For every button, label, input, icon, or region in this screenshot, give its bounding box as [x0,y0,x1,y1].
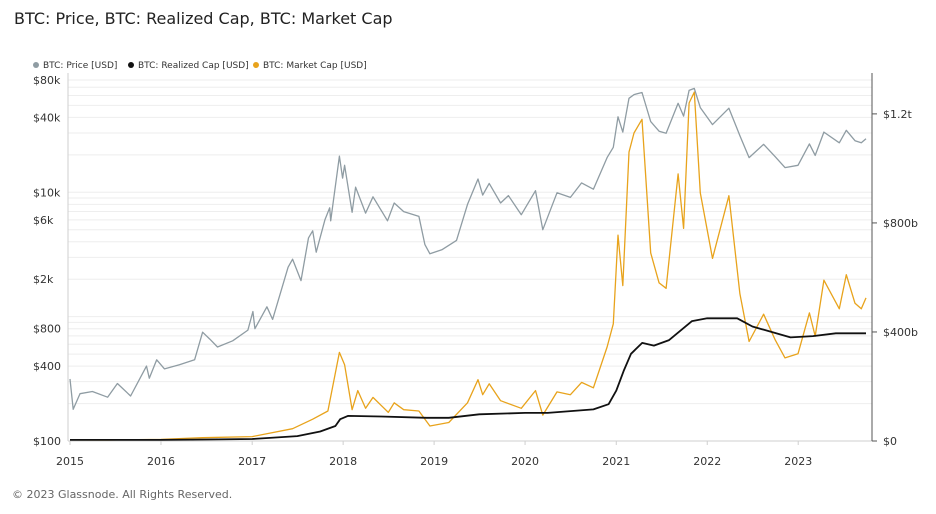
right-axis-tick-label: $400b [883,326,918,339]
left-axis-tick-label: $80k [33,74,61,87]
x-axis-tick-label: 2021 [602,455,630,468]
left-axis-tick-label: $10k [33,186,61,199]
right-axis-tick-label: $800b [883,217,918,230]
series-line-market-cap [69,91,867,441]
legend-label: BTC: Market Cap [USD] [263,61,367,71]
legend-marker [253,62,259,68]
chart-title: BTC: Price, BTC: Realized Cap, BTC: Mark… [14,9,393,28]
chart: $100 $400 $800 $2k $6k $10k $40k $80k $0 $400b $80… [33,61,918,468]
right-axis-tick-label: $1.2t [883,108,912,121]
left-axis-tick-label: $400 [33,360,61,373]
series-line-realized-cap [70,317,866,441]
grid-lines [68,79,872,442]
x-axis-tick-label: 2018 [329,455,357,468]
left-axis-tick-label: $100 [33,435,61,448]
legend-label: BTC: Realized Cap [USD] [138,61,249,71]
legend-marker [128,62,134,68]
left-axis-tick-label: $2k [33,273,54,286]
left-axis-tick-label: $800 [33,323,61,336]
x-axis-tick-label: 2020 [511,455,539,468]
x-axis-tick-label: 2019 [420,455,448,468]
legend-marker [33,62,39,68]
x-axis-tick-label: 2022 [693,455,721,468]
series-lines [69,87,867,441]
copyright-footer: © 2023 Glassnode. All Rights Reserved. [12,488,233,501]
series-line-price [69,87,867,410]
x-axis-tick-label: 2016 [147,455,175,468]
right-axis-tick-label: $0 [883,435,897,448]
x-axis-tick-label: 2017 [238,455,266,468]
x-axis-tick-label: 2015 [56,455,84,468]
legend: BTC: Price [USD] BTC: Realized Cap [USD] B… [33,61,367,71]
x-axis-tick-label: 2023 [784,455,812,468]
left-axis-tick-label: $6k [33,214,54,227]
legend-label: BTC: Price [USD] [43,61,117,71]
axes: $100 $400 $800 $2k $6k $10k $40k $80k $0 $400b $80… [33,73,918,468]
left-axis-tick-label: $40k [33,111,61,124]
